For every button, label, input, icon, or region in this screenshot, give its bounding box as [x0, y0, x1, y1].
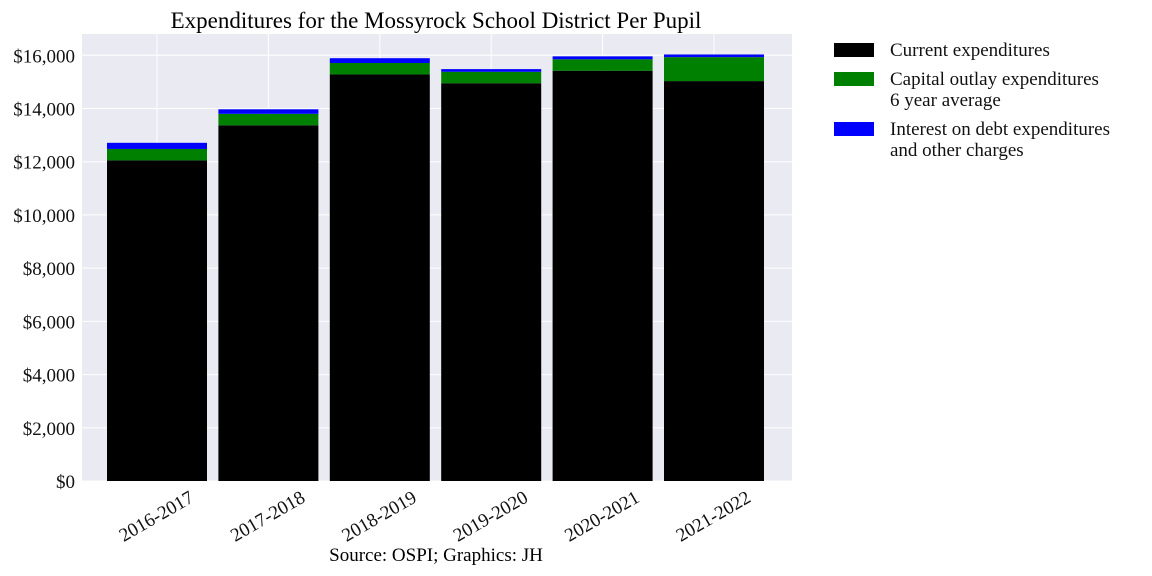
y-tick-label: $16,000 — [13, 46, 75, 67]
bar-segment-2 — [329, 58, 430, 64]
legend: Current expenditures Capital outlay expe… — [834, 40, 1110, 169]
y-tick-label: $0 — [56, 472, 75, 493]
bar-segment-1 — [441, 71, 542, 84]
bar-segment-1 — [107, 148, 207, 161]
x-tick-label: 2016-2017 — [116, 487, 198, 546]
x-axis: 2016-2017 2017-2018 2018-2019 2019-2020 2020… — [116, 487, 755, 546]
bar-segment-0 — [329, 74, 430, 481]
legend-label-current: Current expenditures — [890, 40, 1050, 61]
legend-item: Interest on debt expenditures and other … — [834, 119, 1110, 161]
x-tick-label: 2021-2022 — [673, 487, 755, 546]
legend-label-capital: Capital outlay expenditures 6 year avera… — [890, 69, 1099, 111]
y-tick-label: $14,000 — [13, 100, 75, 121]
y-tick-label: $10,000 — [13, 206, 75, 227]
legend-label-interest: Interest on debt expenditures and other … — [890, 119, 1111, 161]
bar-segment-2 — [441, 69, 542, 72]
legend-item: Capital outlay expenditures 6 year avera… — [834, 69, 1110, 111]
bar-segment-0 — [107, 160, 207, 482]
y-tick-label: $6,000 — [23, 312, 75, 333]
bar-segment-2 — [107, 142, 207, 149]
bar-segment-2 — [664, 54, 764, 58]
chart-title: Expenditures for the Mossyrock School Di… — [171, 8, 702, 33]
bar-segment-1 — [329, 63, 430, 75]
legend-swatch-interest — [834, 122, 874, 136]
bar-segment-1 — [552, 59, 653, 71]
y-tick-label: $8,000 — [23, 259, 75, 280]
legend-swatch-capital — [834, 72, 874, 86]
y-axis: $0 $2,000 $4,000 $6,000 $8,000 $10,000 $12,000… — [13, 46, 75, 493]
bar-segment-1 — [218, 113, 319, 126]
x-tick-label: 2019-2020 — [450, 487, 532, 546]
x-tick-label: 2018-2019 — [339, 487, 421, 546]
x-tick-label: 2017-2018 — [227, 487, 309, 546]
x-tick-label: 2020-2021 — [561, 487, 643, 546]
bar-segment-2 — [218, 109, 319, 114]
legend-swatch-current — [834, 43, 874, 57]
bar-segment-0 — [664, 81, 764, 482]
bar-segment-0 — [218, 125, 319, 481]
legend-item: Current expenditures — [834, 40, 1110, 61]
bar-segment-2 — [552, 56, 653, 60]
chart-caption: Source: OSPI; Graphics: JH — [329, 545, 543, 566]
bar-segment-1 — [664, 57, 764, 82]
bar-segment-0 — [441, 83, 542, 482]
bars — [107, 54, 764, 482]
y-tick-label: $2,000 — [23, 419, 75, 440]
bar-segment-0 — [552, 70, 653, 481]
y-tick-label: $12,000 — [13, 153, 75, 174]
y-tick-label: $4,000 — [23, 366, 75, 387]
